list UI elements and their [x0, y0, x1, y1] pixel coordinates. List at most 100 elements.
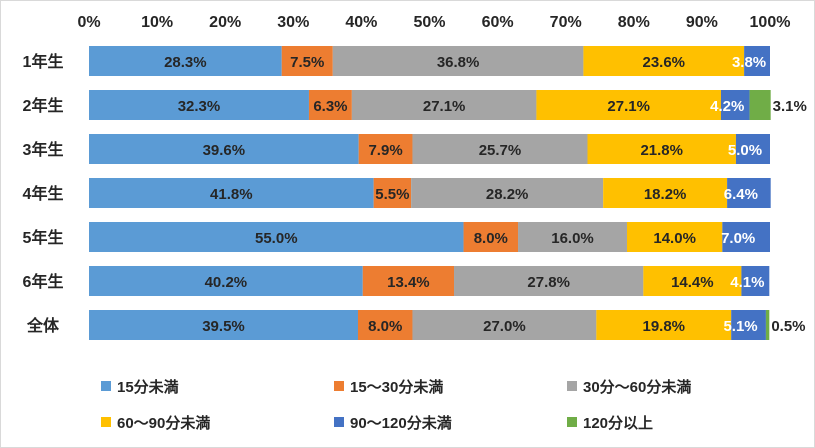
legend-item-2: 30分～60分未満: [567, 376, 800, 397]
bar-segment: [643, 266, 742, 296]
bar-segment: [454, 266, 644, 296]
data-label: 3.1%: [773, 98, 807, 115]
data-label: 14.4%: [671, 274, 714, 291]
data-label: 5.5%: [375, 186, 409, 203]
legend-swatch-4: [334, 417, 344, 427]
bar-segment: [351, 90, 537, 120]
legend-swatch-1: [334, 381, 344, 391]
data-label: 14.0%: [653, 230, 696, 247]
data-label: 25.7%: [479, 142, 522, 159]
data-label: 8.0%: [474, 230, 508, 247]
bar-segment: [411, 178, 604, 208]
data-label: 39.6%: [203, 142, 246, 159]
bar-segment: [583, 46, 745, 76]
data-label: 7.0%: [721, 230, 755, 247]
bar-segment: [89, 222, 464, 252]
category-label: 3年生: [23, 140, 64, 159]
x-tick-label: 60%: [482, 14, 514, 31]
data-label: 3.8%: [732, 54, 766, 71]
bar-segment: [596, 310, 732, 340]
x-tick-label: 70%: [550, 14, 582, 31]
x-tick-label: 30%: [277, 14, 309, 31]
bar-segment: [735, 134, 770, 164]
data-label: 27.0%: [483, 318, 526, 335]
legend-label-2: 30分～60分未満: [583, 378, 692, 396]
x-tick-label: 40%: [345, 14, 377, 31]
x-axis: 0% 10% 20% 30% 40% 50% 60% 70% 80% 90% 100%: [77, 14, 790, 31]
bar-segment: [463, 222, 519, 252]
category-label: 4年生: [23, 184, 64, 203]
data-label: 7.5%: [290, 54, 324, 71]
bar-segment: [749, 90, 771, 120]
x-tick-label: 100%: [750, 14, 791, 31]
bar-segment: [412, 310, 597, 340]
data-label: 23.6%: [642, 54, 685, 71]
bar-segment: [332, 46, 584, 76]
bar-segment: [536, 90, 721, 120]
data-label: 4.1%: [730, 274, 764, 291]
bar-segment: [357, 310, 413, 340]
bar-segment: [358, 134, 413, 164]
category-label: 6年生: [23, 272, 64, 291]
data-label: 8.0%: [368, 318, 402, 335]
data-label: 55.0%: [255, 230, 298, 247]
legend-label-0: 15分未満: [117, 378, 179, 396]
x-tick-label: 10%: [141, 14, 173, 31]
data-label: 41.8%: [210, 186, 253, 203]
legend-label-3: 60～90分未満: [117, 414, 211, 432]
legend-item-4: 90～120分未満: [334, 412, 567, 433]
bar-segment: [518, 222, 627, 252]
category-label: 1年生: [23, 52, 64, 71]
bar-segment: [412, 134, 588, 164]
data-label: 5.1%: [723, 318, 757, 335]
legend-swatch-5: [567, 417, 577, 427]
data-label: 21.8%: [640, 142, 683, 159]
x-tick-label: 50%: [413, 14, 445, 31]
category-label: 2年生: [23, 96, 64, 115]
x-tick-label: 20%: [209, 14, 241, 31]
data-label: 27.8%: [527, 274, 570, 291]
bar-segment: [89, 134, 359, 164]
data-label: 13.4%: [387, 274, 430, 291]
legend-item-3: 60～90分未満: [101, 412, 334, 433]
bar-segment: [89, 266, 363, 296]
bar-segment: [281, 46, 333, 76]
legend-label-4: 90～120分未満: [350, 414, 452, 432]
data-label: 6.3%: [313, 98, 347, 115]
bar-segment: [731, 310, 766, 340]
data-label: 40.2%: [205, 274, 248, 291]
bar-segment: [89, 178, 374, 208]
legend-label-1: 15～30分未満: [350, 378, 444, 396]
legend-item-1: 15～30分未満: [334, 376, 567, 397]
legend-row-2: 60～90分未満 90～120分未満 120分以上: [101, 407, 801, 437]
bar-segment: [89, 90, 309, 120]
bar-segment: [89, 310, 358, 340]
data-label: 27.1%: [423, 98, 466, 115]
x-tick-label: 0%: [77, 14, 100, 31]
data-label: 4.2%: [710, 98, 744, 115]
data-label: 7.9%: [368, 142, 402, 159]
data-label: 18.2%: [644, 186, 687, 203]
legend-swatch-2: [567, 381, 577, 391]
bar-segment: [89, 46, 282, 76]
legend-swatch-0: [101, 381, 111, 391]
bar-segment: [603, 178, 728, 208]
bar-segment: [362, 266, 455, 296]
data-label: 5.0%: [728, 142, 762, 159]
bar-segment: [727, 178, 771, 208]
bar-segment: [722, 222, 770, 252]
legend-item-5: 120分以上: [567, 412, 800, 433]
bar-segment: [744, 46, 770, 76]
bar-segment: [308, 90, 352, 120]
data-label: 39.5%: [202, 318, 245, 335]
x-tick-label: 90%: [686, 14, 718, 31]
data-label: 36.8%: [437, 54, 480, 71]
data-label: 32.3%: [178, 98, 221, 115]
legend-label-5: 120分以上: [583, 414, 654, 432]
legend-swatch-3: [101, 417, 111, 427]
plot-area: 28.3% 7.5% 36.8% 23.6% 3.8% 32.3% 6.3% 27.1% 27.…: [89, 46, 807, 340]
data-label: 16.0%: [551, 230, 594, 247]
